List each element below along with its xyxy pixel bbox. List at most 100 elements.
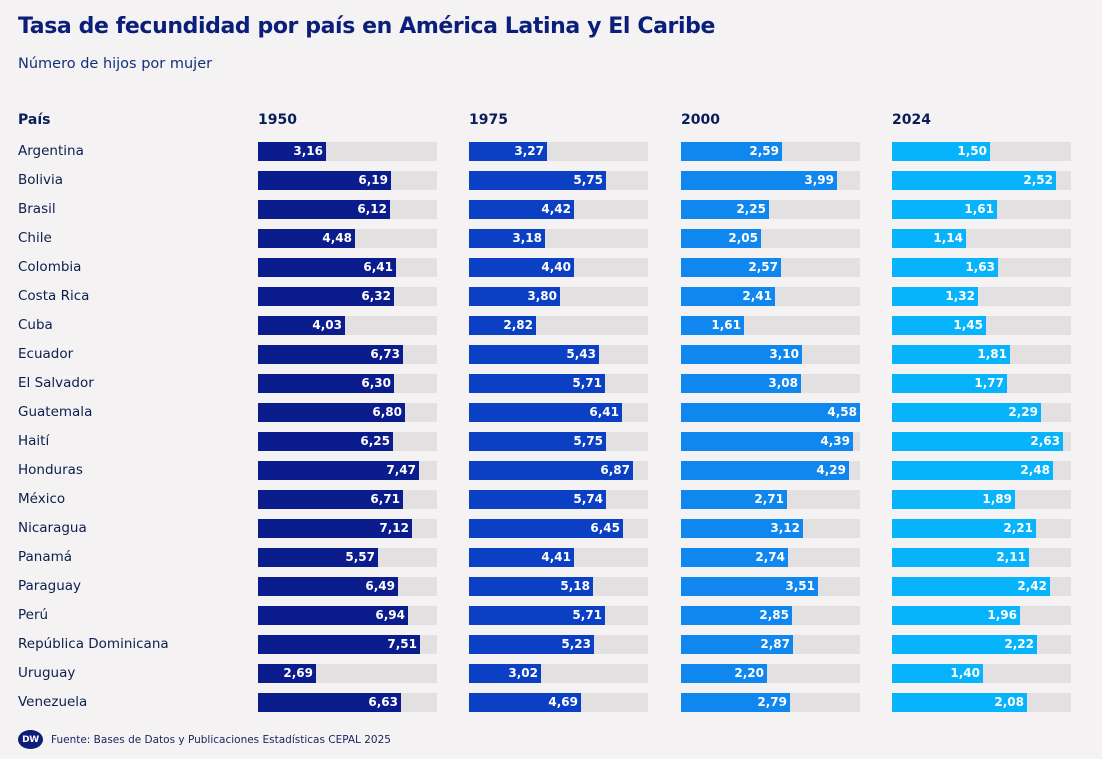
bar-2024 (892, 606, 1020, 625)
bar-value-label: 4,40 (541, 260, 571, 274)
bar-value-label: 6,41 (363, 260, 393, 274)
bar-1950 (258, 316, 345, 335)
bar-2000 (681, 490, 787, 509)
bar-value-label: 7,47 (386, 463, 416, 477)
bar-value-label: 2,42 (1017, 579, 1047, 593)
bar-track: 5,43 (469, 345, 648, 364)
bar-1975 (469, 519, 623, 538)
bar-track: 6,32 (258, 287, 437, 306)
bar-1950 (258, 548, 378, 567)
bar-1950 (258, 229, 355, 248)
bar-2024 (892, 229, 966, 248)
bar-track: 1,81 (892, 345, 1071, 364)
bar-track: 3,16 (258, 142, 437, 161)
bar-track: 6,19 (258, 171, 437, 190)
bar-track: 4,40 (469, 258, 648, 277)
bar-track: 6,94 (258, 606, 437, 625)
bar-track: 2,29 (892, 403, 1071, 422)
bar-1975 (469, 635, 594, 654)
bar-1950 (258, 432, 393, 451)
bar-value-label: 2,08 (994, 695, 1024, 709)
bar-value-label: 1,50 (957, 144, 987, 158)
bar-2000 (681, 606, 792, 625)
bar-track: 4,69 (469, 693, 648, 712)
bar-value-label: 4,58 (827, 405, 857, 419)
bar-value-label: 6,30 (361, 376, 391, 390)
bar-track: 6,45 (469, 519, 648, 538)
bar-value-label: 7,51 (387, 637, 417, 651)
bar-value-label: 3,10 (769, 347, 799, 361)
bar-1950 (258, 142, 326, 161)
country-label: Nicaragua (18, 520, 87, 536)
bar-track: 2,82 (469, 316, 648, 335)
bar-value-label: 2,59 (749, 144, 779, 158)
bar-value-label: 5,23 (561, 637, 591, 651)
bar-value-label: 3,12 (770, 521, 800, 535)
bar-1975 (469, 287, 560, 306)
bar-track: 6,63 (258, 693, 437, 712)
bar-track: 1,40 (892, 664, 1071, 683)
bar-1975 (469, 142, 547, 161)
country-label: Panamá (18, 549, 73, 565)
bar-value-label: 5,71 (572, 376, 602, 390)
bar-track: 3,99 (681, 171, 860, 190)
bar-track: 2,11 (892, 548, 1071, 567)
bar-track: 1,89 (892, 490, 1071, 509)
bar-value-label: 6,32 (361, 289, 391, 303)
bar-value-label: 5,43 (566, 347, 596, 361)
bar-track: 3,02 (469, 664, 648, 683)
chart-subtitle: Número de hijos por mujer (18, 56, 213, 72)
bar-1975 (469, 548, 574, 567)
bar-value-label: 6,25 (360, 434, 390, 448)
bar-track: 2,57 (681, 258, 860, 277)
bar-value-label: 3,80 (527, 289, 557, 303)
bar-value-label: 2,21 (1003, 521, 1033, 535)
bar-2000 (681, 287, 775, 306)
bar-track: 6,71 (258, 490, 437, 509)
bar-track: 5,71 (469, 606, 648, 625)
bar-1950 (258, 374, 394, 393)
country-label: Guatemala (18, 404, 93, 420)
bar-2024 (892, 519, 1036, 538)
bar-1975 (469, 345, 599, 364)
bar-track: 5,18 (469, 577, 648, 596)
bar-1950 (258, 635, 420, 654)
bar-track: 2,52 (892, 171, 1071, 190)
bar-2024 (892, 287, 978, 306)
bar-1975 (469, 200, 574, 219)
bar-value-label: 6,80 (372, 405, 402, 419)
bar-value-label: 4,41 (541, 550, 571, 564)
bar-value-label: 2,69 (283, 666, 313, 680)
bar-value-label: 3,99 (804, 173, 834, 187)
bar-1950 (258, 606, 408, 625)
bar-value-label: 4,42 (541, 202, 571, 216)
bar-1950 (258, 577, 398, 596)
bar-track: 3,80 (469, 287, 648, 306)
bar-value-label: 4,03 (312, 318, 342, 332)
bar-track: 6,25 (258, 432, 437, 451)
bar-2024 (892, 664, 983, 683)
bar-2000 (681, 142, 782, 161)
country-label: Bolivia (18, 172, 64, 188)
bar-value-label: 1,45 (953, 318, 983, 332)
bar-value-label: 3,18 (512, 231, 542, 245)
bar-track: 6,87 (469, 461, 648, 480)
bar-1950 (258, 519, 412, 538)
country-label: Brasil (18, 201, 56, 217)
bar-value-label: 2,48 (1020, 463, 1050, 477)
bar-track: 1,14 (892, 229, 1071, 248)
bar-value-label: 2,71 (754, 492, 784, 506)
country-label: Ecuador (18, 346, 74, 362)
country-label: Costa Rica (18, 288, 90, 304)
bar-track: 2,20 (681, 664, 860, 683)
bar-2024 (892, 258, 998, 277)
bar-2024 (892, 142, 990, 161)
chart-title: Tasa de fecundidad por país en América L… (18, 14, 715, 39)
bar-track: 2,87 (681, 635, 860, 654)
country-label: Chile (18, 230, 52, 246)
bar-2000 (681, 461, 849, 480)
bar-track: 3,10 (681, 345, 860, 364)
country-label: Venezuela (18, 694, 88, 710)
bar-1975 (469, 374, 605, 393)
